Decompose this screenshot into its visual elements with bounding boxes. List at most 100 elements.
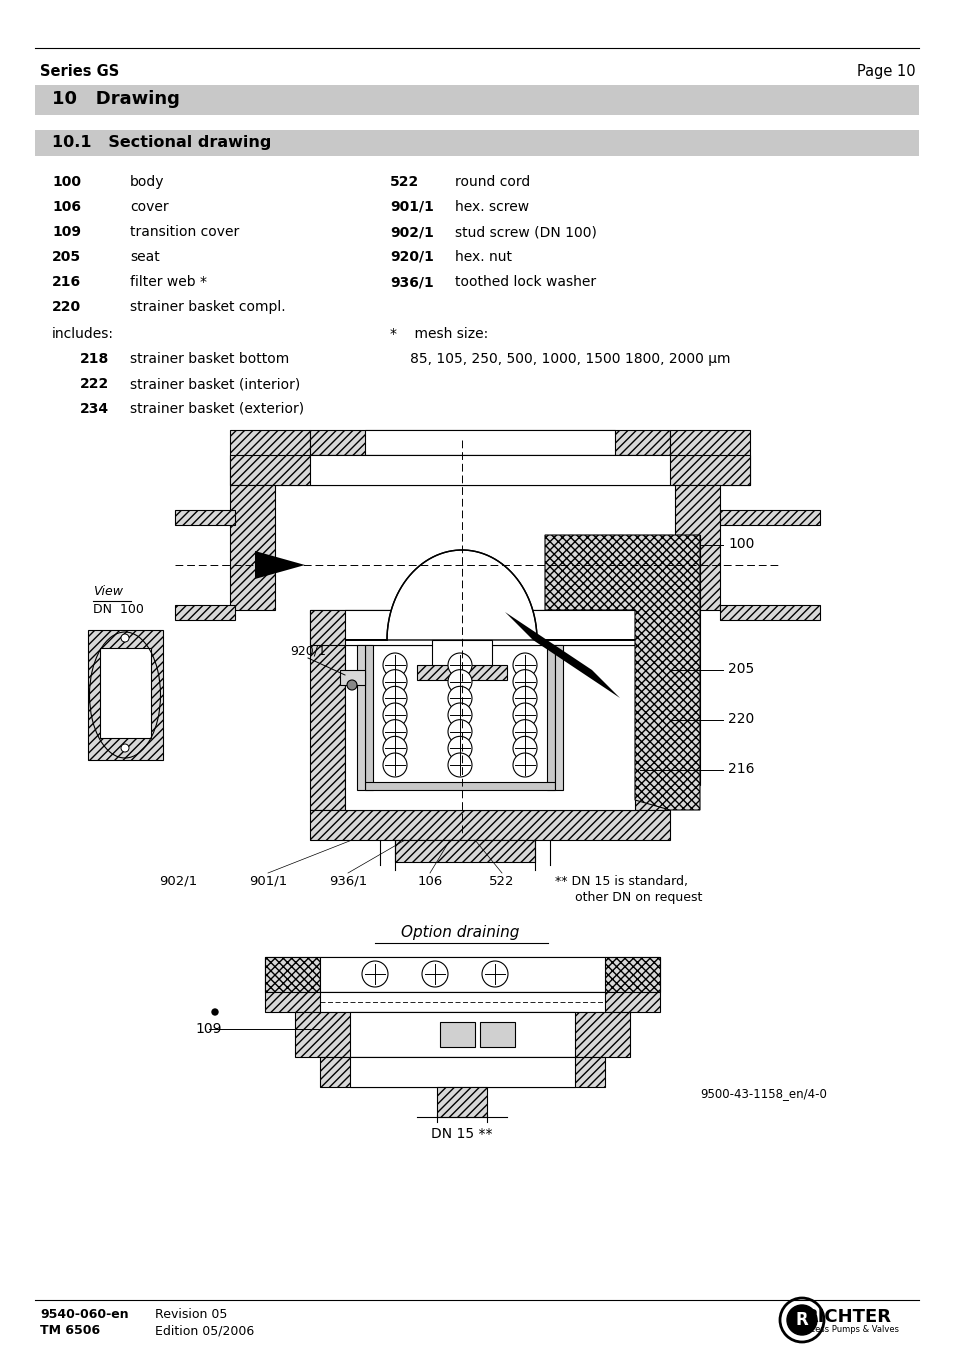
Text: strainer basket (interior): strainer basket (interior)	[130, 377, 300, 390]
Circle shape	[513, 670, 537, 693]
Text: 9540-060-en: 9540-060-en	[40, 1308, 129, 1321]
Circle shape	[382, 653, 407, 677]
Bar	[100, 648, 151, 738]
Bar	[669, 430, 749, 485]
Bar	[310, 811, 669, 840]
Bar	[174, 605, 234, 620]
Circle shape	[448, 670, 472, 693]
Polygon shape	[254, 551, 305, 580]
Text: 220: 220	[52, 300, 81, 313]
Circle shape	[121, 744, 129, 753]
Bar	[365, 430, 615, 455]
Text: strainer basket (exterior): strainer basket (exterior)	[130, 403, 304, 416]
Text: toothed lock washer: toothed lock washer	[455, 276, 596, 289]
Circle shape	[212, 1009, 218, 1015]
Circle shape	[347, 680, 356, 690]
Text: ** DN 15 is standard,: ** DN 15 is standard,	[555, 875, 687, 888]
Circle shape	[382, 753, 407, 777]
Bar	[345, 611, 635, 811]
Circle shape	[513, 720, 537, 743]
Text: TM 6506: TM 6506	[40, 1324, 100, 1337]
Bar	[395, 840, 535, 862]
Circle shape	[513, 736, 537, 761]
Polygon shape	[504, 612, 619, 698]
Text: 222: 222	[80, 377, 110, 390]
Text: 100: 100	[727, 536, 754, 551]
Text: DN  100: DN 100	[92, 603, 144, 616]
Circle shape	[382, 670, 407, 693]
Bar	[310, 611, 669, 644]
Text: 522: 522	[489, 875, 515, 888]
Text: 901/1: 901/1	[249, 875, 287, 888]
Text: 902/1: 902/1	[159, 875, 197, 888]
Bar	[432, 640, 492, 670]
Bar	[230, 455, 749, 485]
Text: 902/1: 902/1	[390, 226, 434, 239]
Circle shape	[361, 961, 388, 988]
Text: 936/1: 936/1	[329, 875, 367, 888]
Text: Edition 05/2006: Edition 05/2006	[154, 1324, 254, 1337]
Text: 109: 109	[52, 226, 81, 239]
Text: stud screw (DN 100): stud screw (DN 100)	[455, 226, 597, 239]
Circle shape	[513, 653, 537, 677]
Circle shape	[382, 703, 407, 727]
Text: seat: seat	[130, 250, 159, 263]
Polygon shape	[544, 535, 700, 811]
Text: 9500-43-1158_en/4-0: 9500-43-1158_en/4-0	[700, 1088, 826, 1100]
Text: 218: 218	[80, 353, 110, 366]
Text: View: View	[92, 585, 123, 598]
Bar	[345, 611, 635, 644]
Circle shape	[421, 961, 448, 988]
Bar	[356, 644, 365, 790]
Text: 920/1: 920/1	[290, 644, 326, 658]
Bar	[319, 957, 604, 992]
Text: round cord: round cord	[455, 176, 530, 189]
Circle shape	[448, 736, 472, 761]
Text: 522: 522	[390, 176, 418, 189]
Circle shape	[481, 961, 507, 988]
Bar	[319, 992, 604, 1012]
Bar	[230, 485, 274, 611]
Bar	[310, 455, 669, 485]
Bar	[720, 509, 820, 526]
Bar	[35, 130, 918, 155]
Circle shape	[513, 686, 537, 711]
Bar	[720, 605, 820, 620]
Text: cover: cover	[130, 200, 169, 213]
Bar	[569, 535, 700, 785]
Bar	[675, 485, 720, 611]
Circle shape	[513, 753, 537, 777]
Text: 10.1   Sectional drawing: 10.1 Sectional drawing	[52, 135, 271, 150]
Text: transition cover: transition cover	[130, 226, 239, 239]
Text: RICHTER: RICHTER	[803, 1308, 890, 1325]
Bar	[555, 644, 562, 790]
Text: 109: 109	[194, 1021, 221, 1036]
Text: 205: 205	[727, 662, 754, 676]
Text: 936/1: 936/1	[390, 276, 434, 289]
Text: strainer basket bottom: strainer basket bottom	[130, 353, 289, 366]
Text: 234: 234	[80, 403, 109, 416]
Bar	[265, 992, 659, 1012]
Bar	[88, 630, 163, 761]
Text: hex. screw: hex. screw	[455, 200, 529, 213]
Circle shape	[513, 703, 537, 727]
Bar	[319, 1056, 604, 1088]
Bar	[310, 430, 669, 455]
Text: *    mesh size:: * mesh size:	[390, 327, 488, 340]
Text: 85, 105, 250, 500, 1000, 1500 1800, 2000 μm: 85, 105, 250, 500, 1000, 1500 1800, 2000…	[410, 353, 730, 366]
Bar	[294, 1012, 629, 1056]
Bar	[439, 1021, 475, 1047]
Text: Revision 05: Revision 05	[154, 1308, 227, 1321]
Text: Series GS: Series GS	[40, 63, 119, 78]
Bar	[265, 957, 659, 992]
Bar	[436, 1088, 486, 1117]
Bar	[365, 644, 373, 790]
Text: 100: 100	[52, 176, 81, 189]
Circle shape	[382, 720, 407, 743]
Text: 106: 106	[52, 200, 81, 213]
Bar	[265, 957, 319, 992]
Text: Option draining: Option draining	[400, 925, 518, 940]
Text: filter web *: filter web *	[130, 276, 207, 289]
Bar	[350, 1012, 575, 1056]
Text: Process Pumps & Valves: Process Pumps & Valves	[796, 1325, 898, 1333]
